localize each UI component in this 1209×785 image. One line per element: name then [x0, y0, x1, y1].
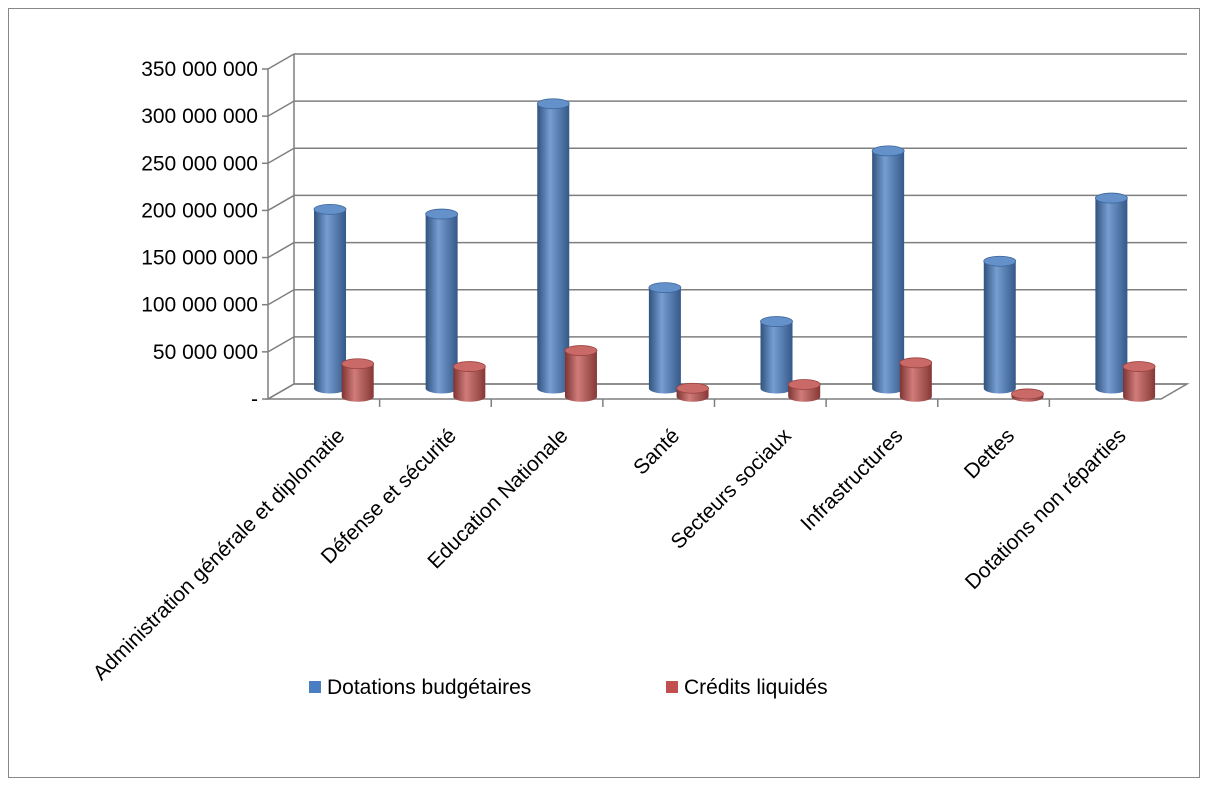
- x-tick-label: Dettes: [960, 424, 1019, 483]
- bar-dotations: [536, 98, 570, 394]
- gridline-diagonal: [267, 194, 295, 212]
- y-tick-label: 250 000 000: [141, 152, 258, 175]
- bar-dotations: [871, 145, 905, 394]
- gridline-diagonal: [267, 100, 295, 117]
- chart-floor: [265, 383, 1190, 400]
- bar-credits: [787, 379, 821, 402]
- x-tick-label: Secteurs sociaux: [667, 424, 797, 554]
- bar-credits: [1011, 388, 1044, 402]
- y-tick-label: 150 000 000: [141, 247, 258, 270]
- bar-credits: [899, 357, 933, 402]
- bar-dotations: [425, 208, 459, 394]
- x-tick-label: Administration générale et diplomatie: [89, 424, 350, 685]
- bar-credits: [341, 358, 375, 402]
- y-tick-label: 200 000 000: [141, 199, 258, 222]
- chart-svg: - 50 000 000 100 000 000 150 000 000 200 000…: [89, 53, 1190, 699]
- bar-dotations: [313, 203, 347, 394]
- bar-credits: [452, 361, 486, 402]
- y-tick-label: -: [251, 388, 258, 411]
- bar-credits: [564, 345, 598, 402]
- y-tick-label: 350 000 000: [141, 58, 258, 81]
- x-tick-label: Infrastructures: [796, 424, 907, 535]
- bar-dotations: [1094, 192, 1128, 394]
- legend-label: Crédits liquidés: [684, 676, 828, 699]
- bar-credits: [676, 382, 709, 402]
- gridline-diagonal: [267, 289, 295, 306]
- x-tick-label: Santé: [629, 424, 684, 479]
- chart-frame: - 50 000 000 100 000 000 150 000 000 200 000…: [8, 8, 1200, 778]
- y-tick-label: 50 000 000: [153, 341, 258, 364]
- y-tick-label: 300 000 000: [141, 105, 258, 128]
- gridline-diagonal: [267, 147, 295, 164]
- legend-swatch: [309, 681, 321, 693]
- legend-swatch: [666, 681, 678, 693]
- bar-dotations: [983, 255, 1017, 394]
- bar-dotations: [648, 282, 682, 394]
- bar-credits: [1122, 361, 1156, 402]
- legend-label: Dotations budgétaires: [327, 676, 531, 699]
- gridline-diagonal: [267, 53, 295, 70]
- y-tick-label: 100 000 000: [141, 294, 258, 317]
- gridline-diagonal: [267, 241, 295, 259]
- bar-dotations: [760, 316, 793, 394]
- gridline-diagonal: [267, 336, 295, 353]
